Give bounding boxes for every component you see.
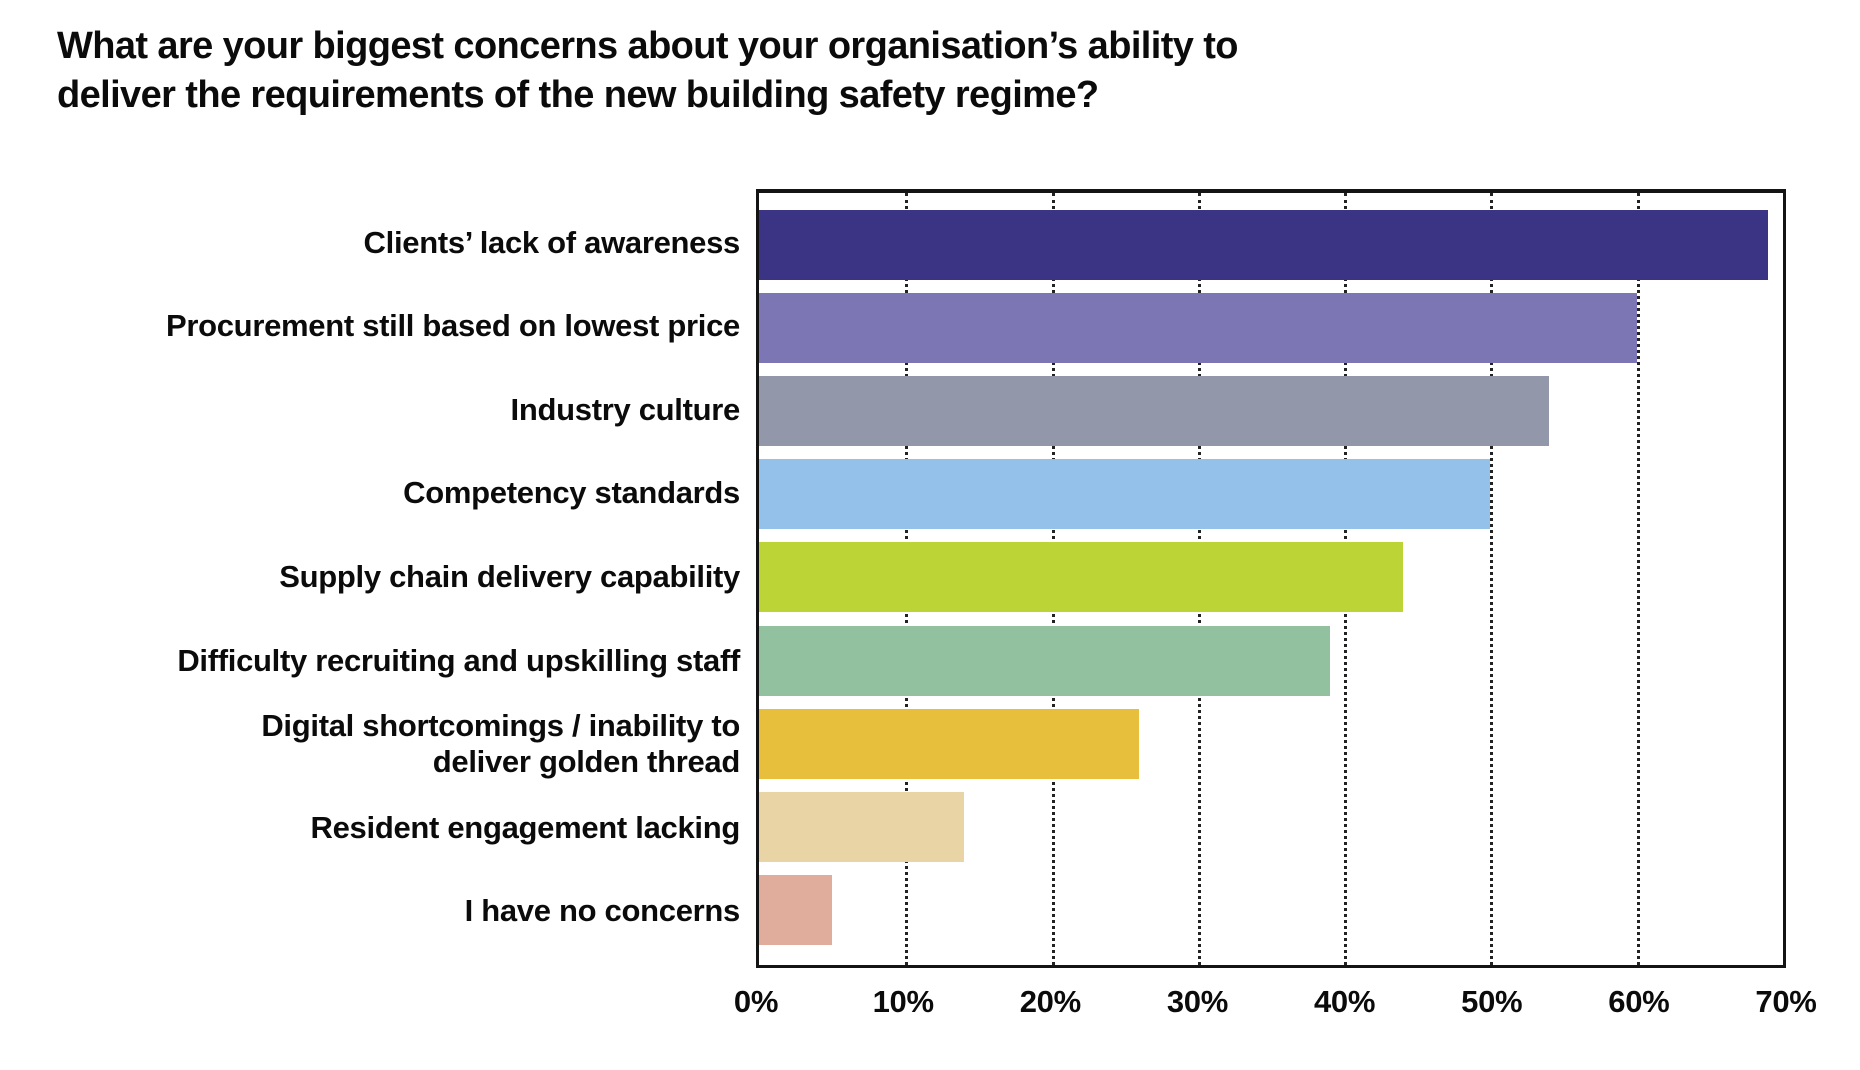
category-label-supply-chain-delivery-capability: Supply chain delivery capability [279, 559, 740, 595]
x-tick-label-40pct: 40% [1313, 984, 1376, 1019]
category-label-digital-shortcomings-inability-to-deliver-golden-thread: Digital shortcomings / inability to deli… [261, 708, 740, 780]
bar-industry-culture [759, 376, 1549, 447]
chart-title: What are your biggest concerns about you… [57, 25, 1239, 117]
bar-row-competency-standards [759, 453, 1783, 536]
x-tick-label-30pct: 30% [1166, 984, 1228, 1019]
category-label-clients-lack-of-awareness: Clients’ lack of awareness [363, 224, 741, 260]
bar-row-industry-culture [759, 369, 1783, 452]
bar-row-procurement-still-based-on-lowest-price [759, 286, 1783, 369]
x-tick-label-20pct: 20% [1019, 984, 1081, 1019]
bar-row-difficulty-recruiting-and-upskilling-staff [759, 619, 1783, 702]
bar-i-have-no-concerns [759, 875, 833, 946]
x-tick-label-70pct: 70% [1755, 984, 1817, 1019]
bar-clients-lack-of-awareness [759, 209, 1769, 280]
category-label-resident-engagement-lacking: Resident engagement lacking [310, 809, 741, 845]
x-tick-label-0pct: 0% [733, 984, 779, 1019]
bar-row-i-have-no-concerns [759, 869, 1783, 952]
bar-row-digital-shortcomings-inability-to-deliver-golden-thread [759, 702, 1783, 785]
category-label-procurement-still-based-on-lowest-price: Procurement still based on lowest price [165, 308, 740, 344]
x-tick-label-60pct: 60% [1608, 984, 1670, 1019]
category-label-i-have-no-concerns: I have no concerns [464, 893, 741, 929]
bar-digital-shortcomings-inability-to-deliver-golden-thread [759, 708, 1140, 779]
bar-row-clients-lack-of-awareness [759, 203, 1783, 286]
gridline-60pct [1636, 193, 1640, 965]
x-tick-label-10pct: 10% [872, 984, 934, 1019]
category-labels-column: Clients’ lack of awareness Procurement st… [40, 189, 740, 968]
bar-row-supply-chain-delivery-capability [759, 536, 1783, 619]
bar-difficulty-recruiting-and-upskilling-staff [759, 625, 1330, 696]
bar-procurement-still-based-on-lowest-price [759, 292, 1637, 363]
bar-competency-standards [759, 459, 1491, 530]
bar-supply-chain-delivery-capability [759, 542, 1403, 613]
bar-resident-engagement-lacking [759, 792, 964, 863]
category-label-difficulty-recruiting-and-upskilling-staff: Difficulty recruiting and upskilling sta… [177, 642, 740, 678]
x-axis-tick-labels: 0% 10% 20% 30% 40% 50% 60% 70% [734, 984, 1817, 1028]
category-label-industry-culture: Industry culture [510, 391, 741, 427]
bar-row-resident-engagement-lacking [759, 786, 1783, 869]
plot-area [756, 189, 1786, 968]
category-label-competency-standards: Competency standards [403, 475, 740, 511]
x-tick-label-50pct: 50% [1461, 984, 1523, 1019]
gridline-50pct [1490, 193, 1494, 965]
